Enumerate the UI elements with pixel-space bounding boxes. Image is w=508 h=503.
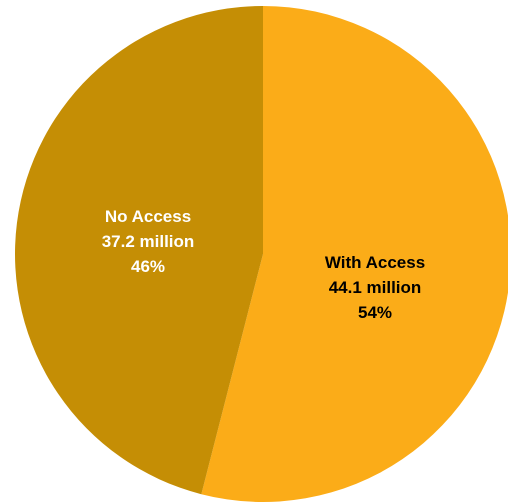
pie-slice-with-access: [201, 6, 508, 502]
pie-slices: [15, 6, 508, 502]
pie-slice-no-access: [15, 6, 263, 495]
slice-percent-no-access: 46%: [131, 257, 165, 276]
slice-value-no-access: 37.2 million: [102, 232, 195, 251]
slice-value-with-access: 44.1 million: [329, 278, 422, 297]
slice-percent-with-access: 54%: [358, 303, 392, 322]
pie-labels: With Access 44.1 million 54% No Access 37.2 …: [102, 207, 425, 322]
slice-label-with-access: With Access: [325, 253, 425, 272]
slice-label-no-access: No Access: [105, 207, 191, 226]
